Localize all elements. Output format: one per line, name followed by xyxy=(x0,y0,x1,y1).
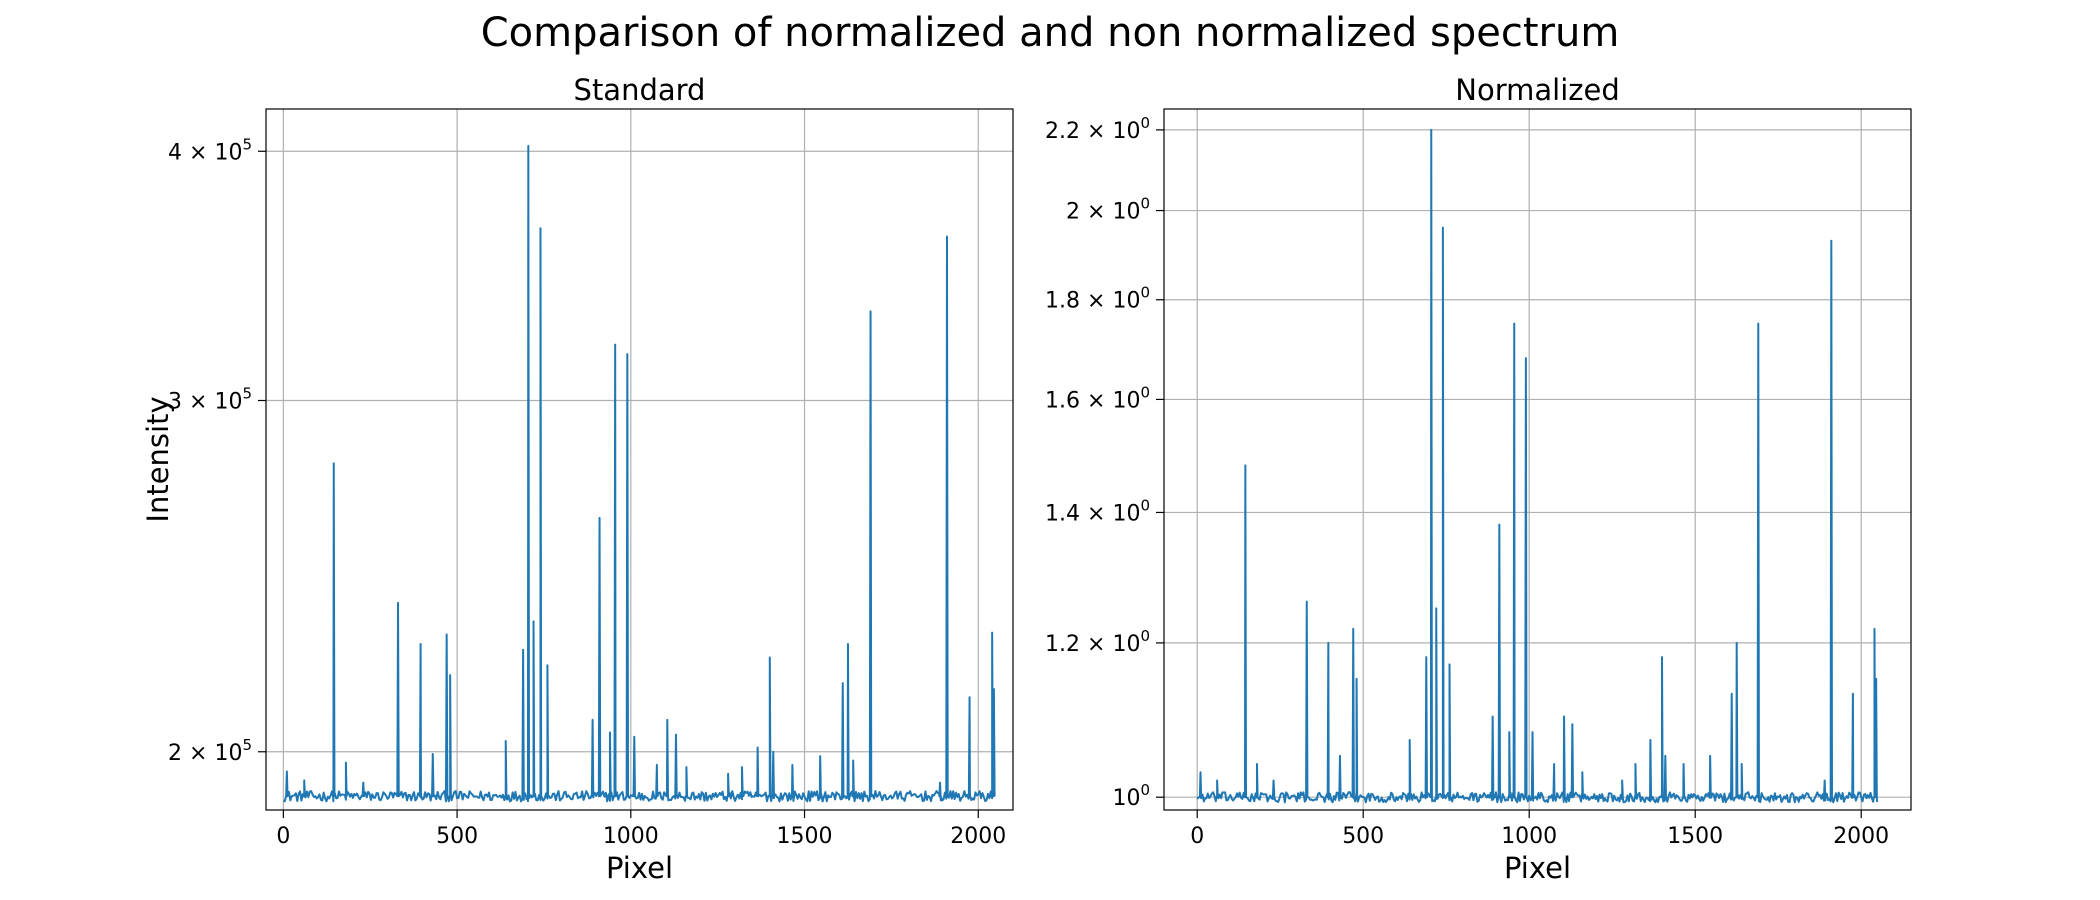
x-tick-label: 2000 xyxy=(950,824,1006,849)
y-tick-label: 3 × 105 xyxy=(168,385,252,415)
x-tick-label: 1500 xyxy=(777,824,833,849)
x-tick-label: 0 xyxy=(1190,824,1204,849)
x-axis-label: Pixel xyxy=(606,851,673,885)
y-tick-label: 1.4 × 100 xyxy=(1045,496,1150,526)
y-tick-label: 2 × 100 xyxy=(1066,195,1150,225)
y-axis-label: Intensity xyxy=(141,396,175,522)
x-tick-label: 500 xyxy=(436,824,478,849)
y-tick-label: 1.6 × 100 xyxy=(1045,383,1150,413)
series-line xyxy=(283,144,996,803)
x-tick-label: 1000 xyxy=(603,824,659,849)
panel-title: Normalized xyxy=(1455,73,1619,107)
y-tick-label: 1.2 × 100 xyxy=(1045,627,1150,657)
y-tick-label: 2.2 × 100 xyxy=(1045,114,1150,144)
figure-title: Comparison of normalized and non normali… xyxy=(480,10,1620,56)
x-tick-label: 2000 xyxy=(1833,824,1889,849)
series-line xyxy=(1196,128,1879,804)
axes-frame xyxy=(1163,108,1912,811)
y-tick-label: 4 × 105 xyxy=(168,135,252,165)
normalized-panel: 0 500 1000 1500 2000 100 1.2 × 100 1.4 × 100 1.6… xyxy=(1045,73,1912,885)
y-tick-label: 2 × 105 xyxy=(168,736,252,766)
y-tick-label: 100 xyxy=(1112,781,1150,811)
x-axis-label: Pixel xyxy=(1504,851,1571,885)
x-tick-label: 0 xyxy=(276,824,290,849)
x-tick-label: 500 xyxy=(1342,824,1384,849)
x-tick-label: 1000 xyxy=(1501,824,1557,849)
axes-frame xyxy=(265,108,1014,811)
x-tick-label: 1500 xyxy=(1667,824,1723,849)
panel-title: Standard xyxy=(574,73,706,107)
y-tick-label: 1.8 × 100 xyxy=(1045,284,1150,314)
standard-panel: 0 500 1000 1500 2000 2 × 105 3 × 105 4 × 105 Sta… xyxy=(141,73,1014,885)
